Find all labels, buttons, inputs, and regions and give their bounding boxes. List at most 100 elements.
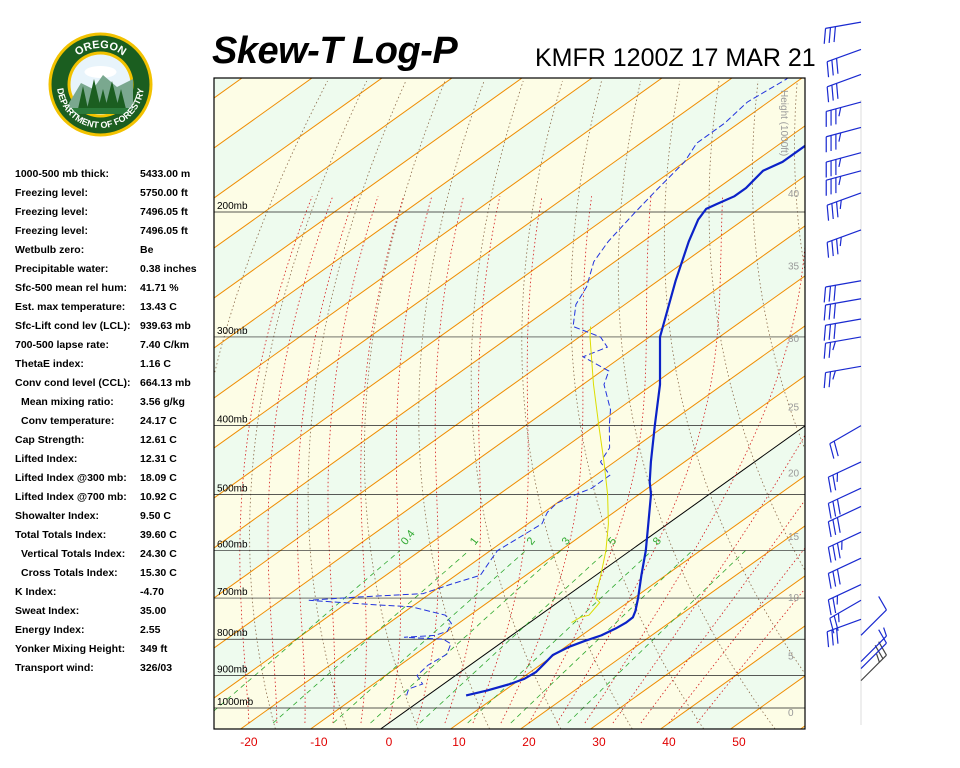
index-row: 1000-500 mb thick: 5433.00 m — [15, 165, 210, 184]
moist-adiabat — [584, 241, 805, 724]
index-row: ThetaE index: 1.16 C — [15, 355, 210, 374]
isotherm-band — [941, 78, 960, 729]
dry-adiabat — [470, 80, 562, 729]
index-label: Lifted Index @700 mb: — [15, 491, 127, 503]
pressure-label: 600mb — [217, 540, 248, 551]
isotherm-band — [800, 725, 805, 729]
isotherm — [310, 375, 805, 729]
mixing-ratio-line — [567, 550, 746, 724]
index-label: Mean mixing ratio: — [21, 396, 114, 408]
index-value: 664.13 mb — [140, 377, 191, 389]
index-row: Lifted Index @300 mb: 18.09 C — [15, 469, 210, 488]
index-row: Conv temperature: 24.17 C — [15, 412, 210, 431]
index-row: Precipitable water: 0.38 inches — [15, 260, 210, 279]
index-row: Yonker Mixing Height: 349 ft — [15, 640, 210, 659]
moist-adiabat — [668, 547, 805, 724]
index-label: Energy Index: — [15, 624, 85, 636]
dry-adiabat — [363, 80, 446, 729]
index-value: 41.71 % — [140, 282, 179, 294]
index-label: Conv temperature: — [21, 415, 115, 427]
index-value: 326/03 — [140, 662, 173, 674]
index-value: 7496.05 ft — [140, 206, 188, 218]
index-value: 3.56 g/kg — [140, 396, 185, 408]
wind-barb — [829, 425, 862, 459]
height-tick-label: 15 — [788, 532, 800, 543]
index-row: Wetbulb zero: Be — [15, 241, 210, 260]
pressure-label: 800mb — [217, 628, 248, 639]
dry-adiabat — [794, 80, 805, 274]
index-label: Est. max temperature: — [15, 301, 126, 313]
index-row: Mean mixing ratio: 3.56 g/kg — [15, 393, 210, 412]
index-row: Sfc-500 mean rel hum: 41.71 % — [15, 279, 210, 298]
moist-adiabat — [640, 499, 805, 724]
isotherm — [941, 78, 960, 729]
isotherm-band — [590, 575, 805, 729]
moist-adiabat — [444, 196, 501, 724]
index-value: 7.40 C/km — [140, 339, 190, 351]
index-row: Cross Totals Index: 15.30 C — [15, 564, 210, 583]
moist-adiabat — [267, 196, 334, 723]
mixing-ratio-line — [510, 550, 693, 724]
index-value: 5750.00 ft — [140, 187, 188, 199]
index-row: Lifted Index @700 mb: 10.92 C — [15, 488, 210, 507]
dry-adiabat — [836, 81, 960, 729]
index-label: Vertical Totals Index: — [21, 548, 126, 560]
index-value: Be — [140, 244, 154, 256]
wind-barb — [860, 627, 888, 662]
index-label: Precipitable water: — [15, 263, 109, 275]
wind-barbs — [823, 21, 888, 682]
wind-barb — [827, 461, 862, 493]
wind-barb — [823, 280, 862, 303]
index-row: K Index: -4.70 — [15, 583, 210, 602]
index-row: Freezing level: 7496.05 ft — [15, 222, 210, 241]
index-label: Sfc-Lift cond lev (LCL): — [15, 320, 131, 332]
isotherm-band — [871, 78, 960, 729]
index-label: Cross Totals Index: — [21, 567, 118, 579]
index-value: 12.61 C — [140, 434, 177, 446]
index-label: Sfc-500 mean rel hum: — [15, 282, 128, 294]
isotherm-band — [310, 375, 805, 729]
wind-barb — [823, 365, 862, 389]
dry-adiabat — [418, 80, 490, 729]
index-row: Sfc-Lift cond lev (LCL): 939.63 mb — [15, 317, 210, 336]
station-time-label: KMFR 1200Z 17 MAR 21 — [535, 44, 816, 72]
pressure-label: 300mb — [217, 326, 248, 337]
height-tick-label: 40 — [788, 189, 800, 200]
wind-barb — [825, 101, 862, 127]
wind-barb — [825, 126, 862, 153]
chart-title: Skew-T Log-P — [212, 30, 458, 72]
mixing-ratio-line — [333, 550, 526, 724]
moist-adiabat — [500, 196, 592, 724]
mixing-ratio-labels: 0.4 1 2 3 5 8 — [399, 528, 664, 547]
wind-barb — [823, 298, 862, 321]
height-axis-label: Height (1000ft) — [778, 90, 789, 156]
wind-barb — [823, 318, 862, 341]
x-tick-label: 10 — [452, 735, 466, 749]
index-row: Showalter Index: 9.50 C — [15, 507, 210, 526]
index-label: Showalter Index: — [15, 510, 100, 522]
pressure-label: 1000mb — [217, 697, 254, 708]
wind-barb — [825, 152, 862, 178]
dry-adiabat — [307, 80, 407, 729]
index-value: -4.70 — [140, 586, 164, 598]
dry-adiabat — [663, 80, 805, 675]
index-value: 10.92 C — [140, 491, 177, 503]
index-row: Total Totals Index: 39.60 C — [15, 526, 210, 545]
wind-barb — [860, 596, 887, 636]
pressure-label: 200mb — [217, 201, 248, 212]
height-tick-label: 20 — [788, 469, 800, 480]
zero-isotherm — [380, 425, 805, 729]
index-label: Freezing level: — [15, 225, 88, 237]
x-tick-label: 30 — [592, 735, 606, 749]
index-label: Wetbulb zero: — [15, 244, 85, 256]
index-label: Sweat Index: — [15, 605, 80, 617]
mixing-ratio-line — [272, 550, 470, 724]
dry-adiabat — [521, 80, 633, 729]
index-value: 0.38 inches — [140, 263, 197, 275]
wind-barb — [823, 21, 862, 44]
index-label: Conv cond level (CCL): — [15, 377, 131, 389]
wind-barb — [860, 629, 887, 670]
index-row: Cap Strength: 12.61 C — [15, 431, 210, 450]
moist-adiabat — [239, 196, 313, 723]
isotherm-band — [660, 625, 805, 729]
